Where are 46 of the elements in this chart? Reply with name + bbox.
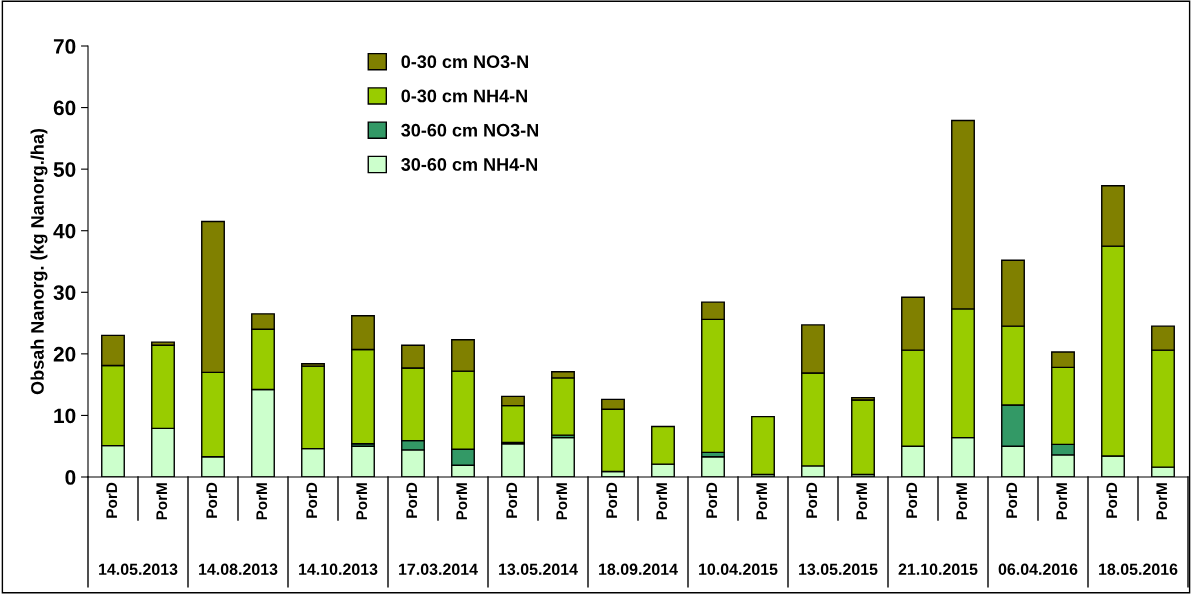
x-tick-label: PorD: [206, 482, 218, 518]
text: 18.09.2014: [599, 563, 678, 575]
text: 13.05.2014: [499, 563, 578, 575]
text: 14.08.2013: [199, 563, 278, 575]
y-tick-label: 30: [53, 285, 76, 301]
x-tick-label: PorD: [506, 482, 518, 518]
y-tick-label: 60: [53, 100, 76, 116]
x-tick-label: PorD: [606, 482, 618, 518]
x-tick-label: PorM: [1156, 483, 1168, 520]
y-tick-label: 20: [53, 346, 76, 362]
x-tick-label: PorD: [1106, 482, 1118, 518]
y-axis-title: Obsah Nanorg. (kg Nanorg./ha): [30, 128, 48, 395]
y-tick-label: 70: [53, 39, 76, 54]
x-tick-label: PorM: [556, 483, 568, 520]
text: 10.04.2015: [699, 563, 778, 575]
x-tick-label: PorM: [256, 483, 268, 520]
x-tick-label: PorM: [456, 483, 468, 520]
x-tick-label: PorD: [806, 482, 818, 518]
legend-label: 0-30 cm NO3-N: [401, 55, 528, 69]
x-tick-label: PorM: [956, 483, 968, 520]
legend-label: 0-30 cm NH4-N: [401, 89, 527, 103]
text: 18.05.2016: [1099, 563, 1178, 575]
x-tick-label: PorM: [1056, 483, 1068, 520]
x-tick-label: PorM: [756, 483, 768, 520]
x-tick-label: PorD: [106, 482, 118, 518]
y-tick-label: 40: [53, 223, 76, 239]
x-tick-label: PorD: [1006, 482, 1018, 518]
text: 17.03.2014: [399, 563, 478, 575]
text: 14.10.2013: [299, 563, 378, 575]
text: 13.05.2015: [799, 563, 878, 575]
x-tick-label: PorD: [406, 482, 418, 518]
x-tick-label: PorM: [156, 483, 168, 520]
x-tick-label: PorD: [706, 482, 718, 518]
legend-label: 30-60 cm NO3-N: [401, 123, 539, 137]
text: 21.10.2015: [898, 563, 978, 575]
text: 06.04.2016: [998, 563, 1078, 575]
y-tick-label: 10: [54, 408, 76, 424]
x-tick-label: PorM: [856, 483, 868, 520]
legend-label: 30-60 cm NH4-N: [401, 158, 538, 171]
y-tick-label: 0: [65, 470, 76, 485]
x-tick-label: PorD: [906, 482, 918, 518]
text: 14.05.2013: [99, 563, 178, 575]
y-tick-label: 50: [53, 162, 76, 177]
x-tick-label: PorD: [306, 482, 318, 518]
x-tick-label: PorM: [656, 483, 668, 520]
x-tick-label: PorM: [356, 483, 368, 520]
